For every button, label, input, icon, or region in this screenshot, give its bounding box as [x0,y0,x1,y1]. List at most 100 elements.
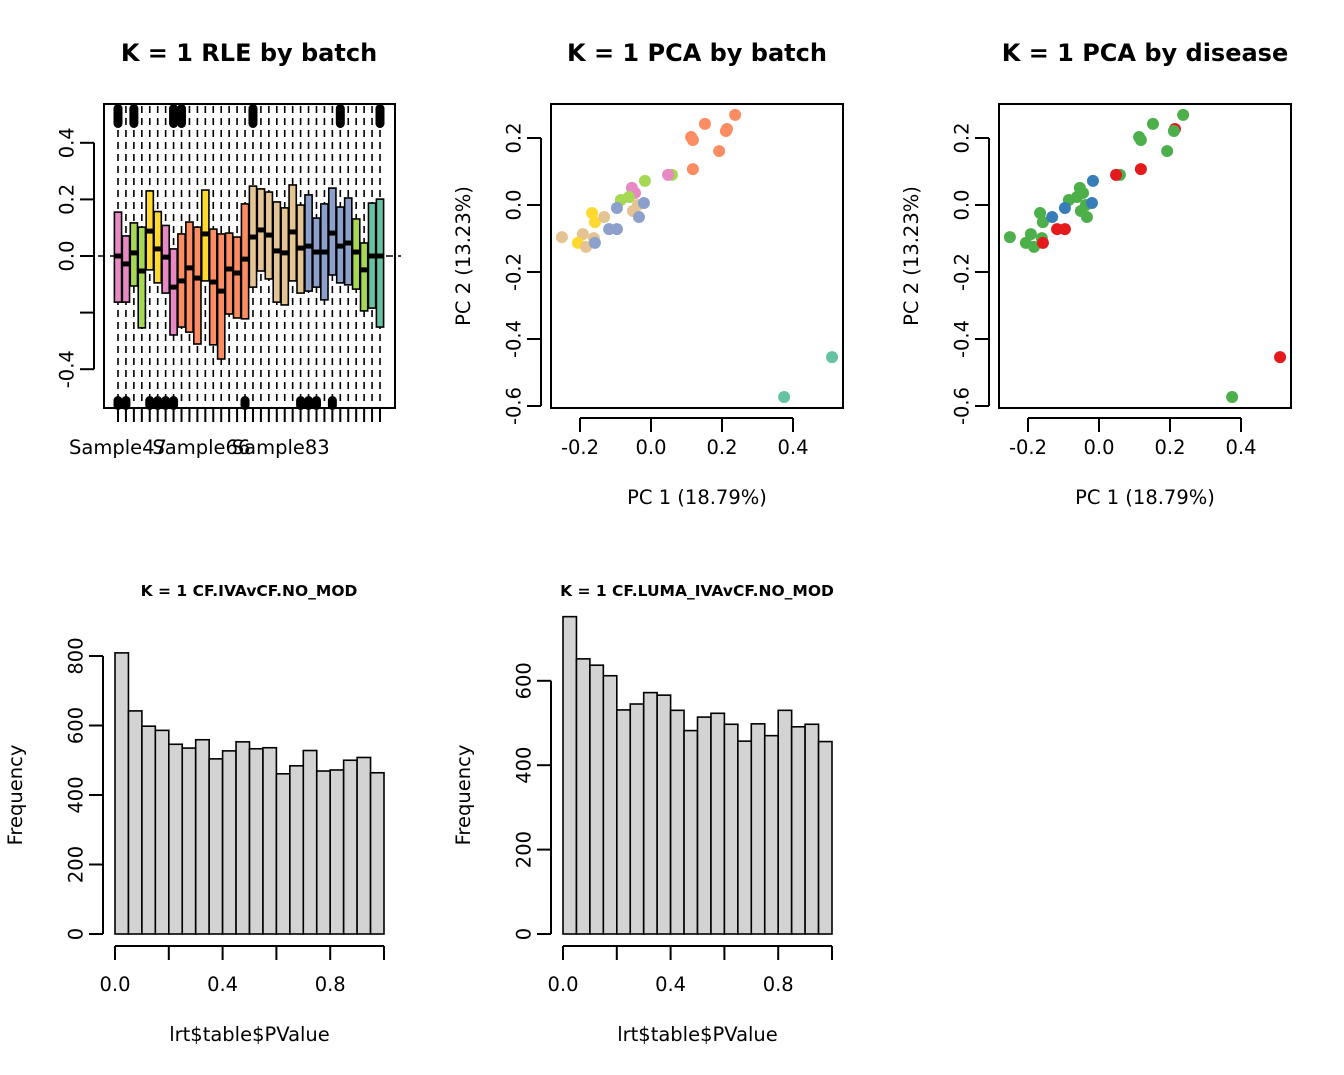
histogram-bar [114,652,130,935]
rle-boxplot-panel: K = 1 RLE by batch Sample47Sample66Sample… [56,39,401,459]
histogram-bar [127,710,143,935]
x-axis-label: PC 1 (18.79%) [1075,486,1215,509]
outlier-cluster-top [113,104,123,128]
plot-frame [550,103,844,409]
outlier-cluster-bottom [311,396,321,410]
outlier-cluster-bottom [161,396,171,410]
outlier-cluster-bottom [169,396,179,410]
histogram-bar [777,709,793,935]
x-tick-label: 0.4 [655,973,686,996]
x-tick-label: 0.4 [777,436,808,459]
outlier-cluster-bottom [145,396,155,410]
x-tick-label: 0.0 [635,436,666,459]
hist-luma-panel: K = 1 CF.LUMA_IVAvCF.NO_MOD 0.0 0.4 0.8 lrt$… [452,582,834,1046]
histogram-bar [168,743,184,935]
chart-title: K = 1 PCA by batch [567,39,827,67]
histogram-bar [302,749,318,935]
x-axis-label: lrt$table$PValue [617,1023,778,1046]
y-tick-label: 400 [65,776,88,813]
data-point [1110,168,1123,181]
histogram-bar [683,729,699,935]
y-tick-label: -0.2 [951,253,974,291]
outlier-cluster-top [169,104,179,128]
data-point [1085,196,1098,209]
y-tick-label: 0 [513,928,536,940]
outlier-cluster-top [375,104,385,128]
data-point [586,207,599,220]
histogram-bar [208,758,224,935]
outlier-cluster-bottom [296,396,306,410]
histogram-bar [790,725,806,935]
data-point [719,124,732,137]
chart-title: K = 1 RLE by batch [121,39,377,67]
histogram-bar [221,750,237,935]
y-axis-label: Frequency [452,745,475,846]
data-point [729,108,742,121]
x-axis-label: lrt$table$PValue [169,1023,330,1046]
x-axis-label: PC 1 (18.79%) [627,486,767,509]
data-point [632,211,645,224]
histogram-bar [289,765,305,935]
x-tick-label: 0.0 [99,973,130,996]
y-tick-label: 600 [513,662,536,699]
histogram-bar [710,712,726,935]
data-point [1134,163,1147,176]
y-tick-label: 0.0 [503,189,526,220]
outlier-cluster-top [335,104,345,128]
data-point [778,390,791,403]
y-tick-label: -0.4 [56,350,79,388]
y-tick-label: -0.4 [951,320,974,358]
histogram-bar [750,723,766,935]
histogram-bar [275,773,291,935]
outlier-cluster-bottom [304,396,314,410]
box [224,232,234,315]
histogram-bar [194,738,210,935]
histogram-bar [642,691,658,935]
pca-batch-panel: K = 1 PCA by batch -0.2 0.0 0.2 0.4 PC 1 (18.… [452,39,844,509]
histogram-bar [342,759,358,935]
box [359,242,369,312]
y-tick-label: 200 [513,831,536,868]
y-axis-label: PC 2 (13.23%) [900,186,923,326]
data-point [1177,108,1190,121]
x-tick-label: Sample47 [69,436,167,459]
x-tick-label: Sample66 [152,436,250,459]
box [375,198,385,328]
x-tick-label: 0.4 [1225,436,1256,459]
histogram-bar [315,770,331,935]
y-tick-label: 600 [65,707,88,744]
histogram-bar [589,664,605,935]
x-tick-label: Sample83 [232,436,330,459]
data-point [1024,228,1037,241]
y-tick-label: 0.0 [951,189,974,220]
y-tick-label: 0 [65,928,88,940]
histogram-bar [804,723,820,935]
y-tick-label: -0.2 [503,253,526,291]
histogram-bar [737,740,753,935]
y-tick-label: 200 [65,846,88,883]
outlier-cluster-bottom [327,396,337,410]
x-tick-label: 0.2 [706,436,737,459]
data-point [610,223,623,236]
y-axis-label: Frequency [4,745,27,846]
y-tick-label: -0.4 [503,320,526,358]
x-tick-label: 0.0 [547,973,578,996]
outlier-cluster-top [248,104,258,128]
x-tick-label: -0.2 [561,436,599,459]
box [232,236,242,319]
data-point [1161,145,1174,158]
histogram-bar [356,756,372,935]
box [280,207,290,306]
y-tick-label: 0.2 [56,184,79,215]
box [216,233,226,360]
histogram-bar [669,709,685,935]
outlier-cluster-bottom [113,396,123,410]
x-tick-label: 0.0 [1083,436,1114,459]
y-tick-label: 800 [65,637,88,674]
pca-disease-panel: K = 1 PCA by disease -0.2 0.0 0.2 0.4 PC 1 (1… [900,39,1292,509]
data-point [662,168,675,181]
data-point [588,236,601,249]
box [169,248,178,336]
y-tick-label: -0.6 [503,387,526,425]
histogram-bar [329,769,345,935]
